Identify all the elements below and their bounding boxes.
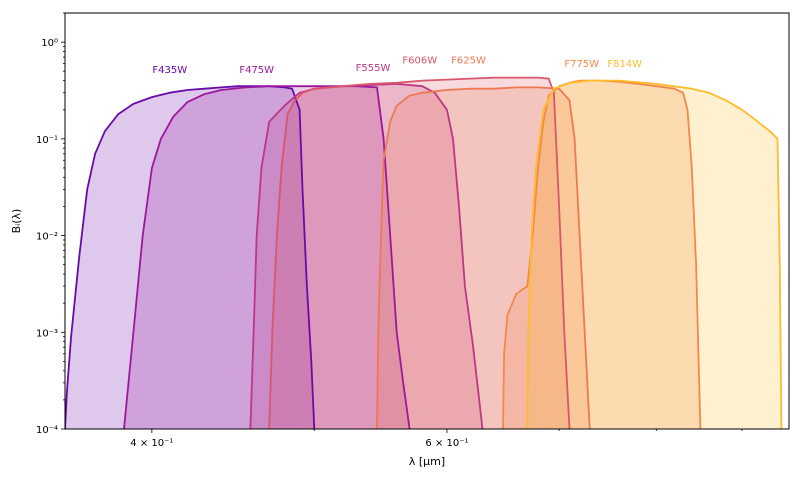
y-tick-label: 10⁻² bbox=[36, 232, 58, 243]
series-label-f435w: F435W bbox=[152, 65, 187, 76]
y-tick-label: 10⁰ bbox=[41, 38, 58, 49]
series-label-f625w: F625W bbox=[451, 56, 486, 67]
series-label-f555w: F555W bbox=[356, 63, 391, 74]
series-line-f606w bbox=[268, 76, 571, 429]
series-fill-f775w bbox=[503, 80, 701, 429]
y-tick-label: 10⁻³ bbox=[36, 328, 58, 339]
x-tick-label: 6 × 10⁻¹ bbox=[425, 438, 468, 449]
series-line-f475w bbox=[123, 85, 411, 429]
series-fill-f475w bbox=[124, 86, 410, 429]
series-line-f435w bbox=[65, 85, 316, 429]
series-fill-f435w bbox=[65, 86, 315, 429]
series-line-f625w bbox=[376, 86, 591, 429]
series-fill-f625w bbox=[377, 87, 590, 429]
y-axis-label: Bᵢ(λ) bbox=[10, 209, 23, 234]
plot-frame bbox=[64, 12, 790, 430]
y-tick-label: 10⁻¹ bbox=[36, 135, 58, 146]
ticks-layer: 10⁰ 10⁻¹ 10⁻² 10⁻³ 10⁻⁴ 4 × 10⁻¹ 6 × 10⁻¹ bbox=[36, 12, 743, 449]
series-layer bbox=[65, 76, 783, 429]
y-tick-label: 10⁻⁴ bbox=[36, 425, 58, 436]
series-fill-f606w bbox=[269, 77, 570, 429]
series-fill-f555w bbox=[250, 83, 483, 429]
x-tick-label: 4 × 10⁻¹ bbox=[130, 438, 173, 449]
series-line-f555w bbox=[249, 83, 484, 429]
series-line-f814w bbox=[526, 79, 783, 429]
series-fill-f814w bbox=[527, 80, 782, 429]
series-label-f606w: F606W bbox=[402, 56, 437, 67]
series-label-f814w: F814W bbox=[607, 59, 642, 70]
x-axis-label: λ [μm] bbox=[409, 455, 445, 468]
labels-layer: F435W F475W F555W F606W F625W F775W F814W bbox=[152, 56, 642, 76]
series-label-f475w: F475W bbox=[239, 65, 274, 76]
series-label-f775w: F775W bbox=[564, 59, 599, 70]
